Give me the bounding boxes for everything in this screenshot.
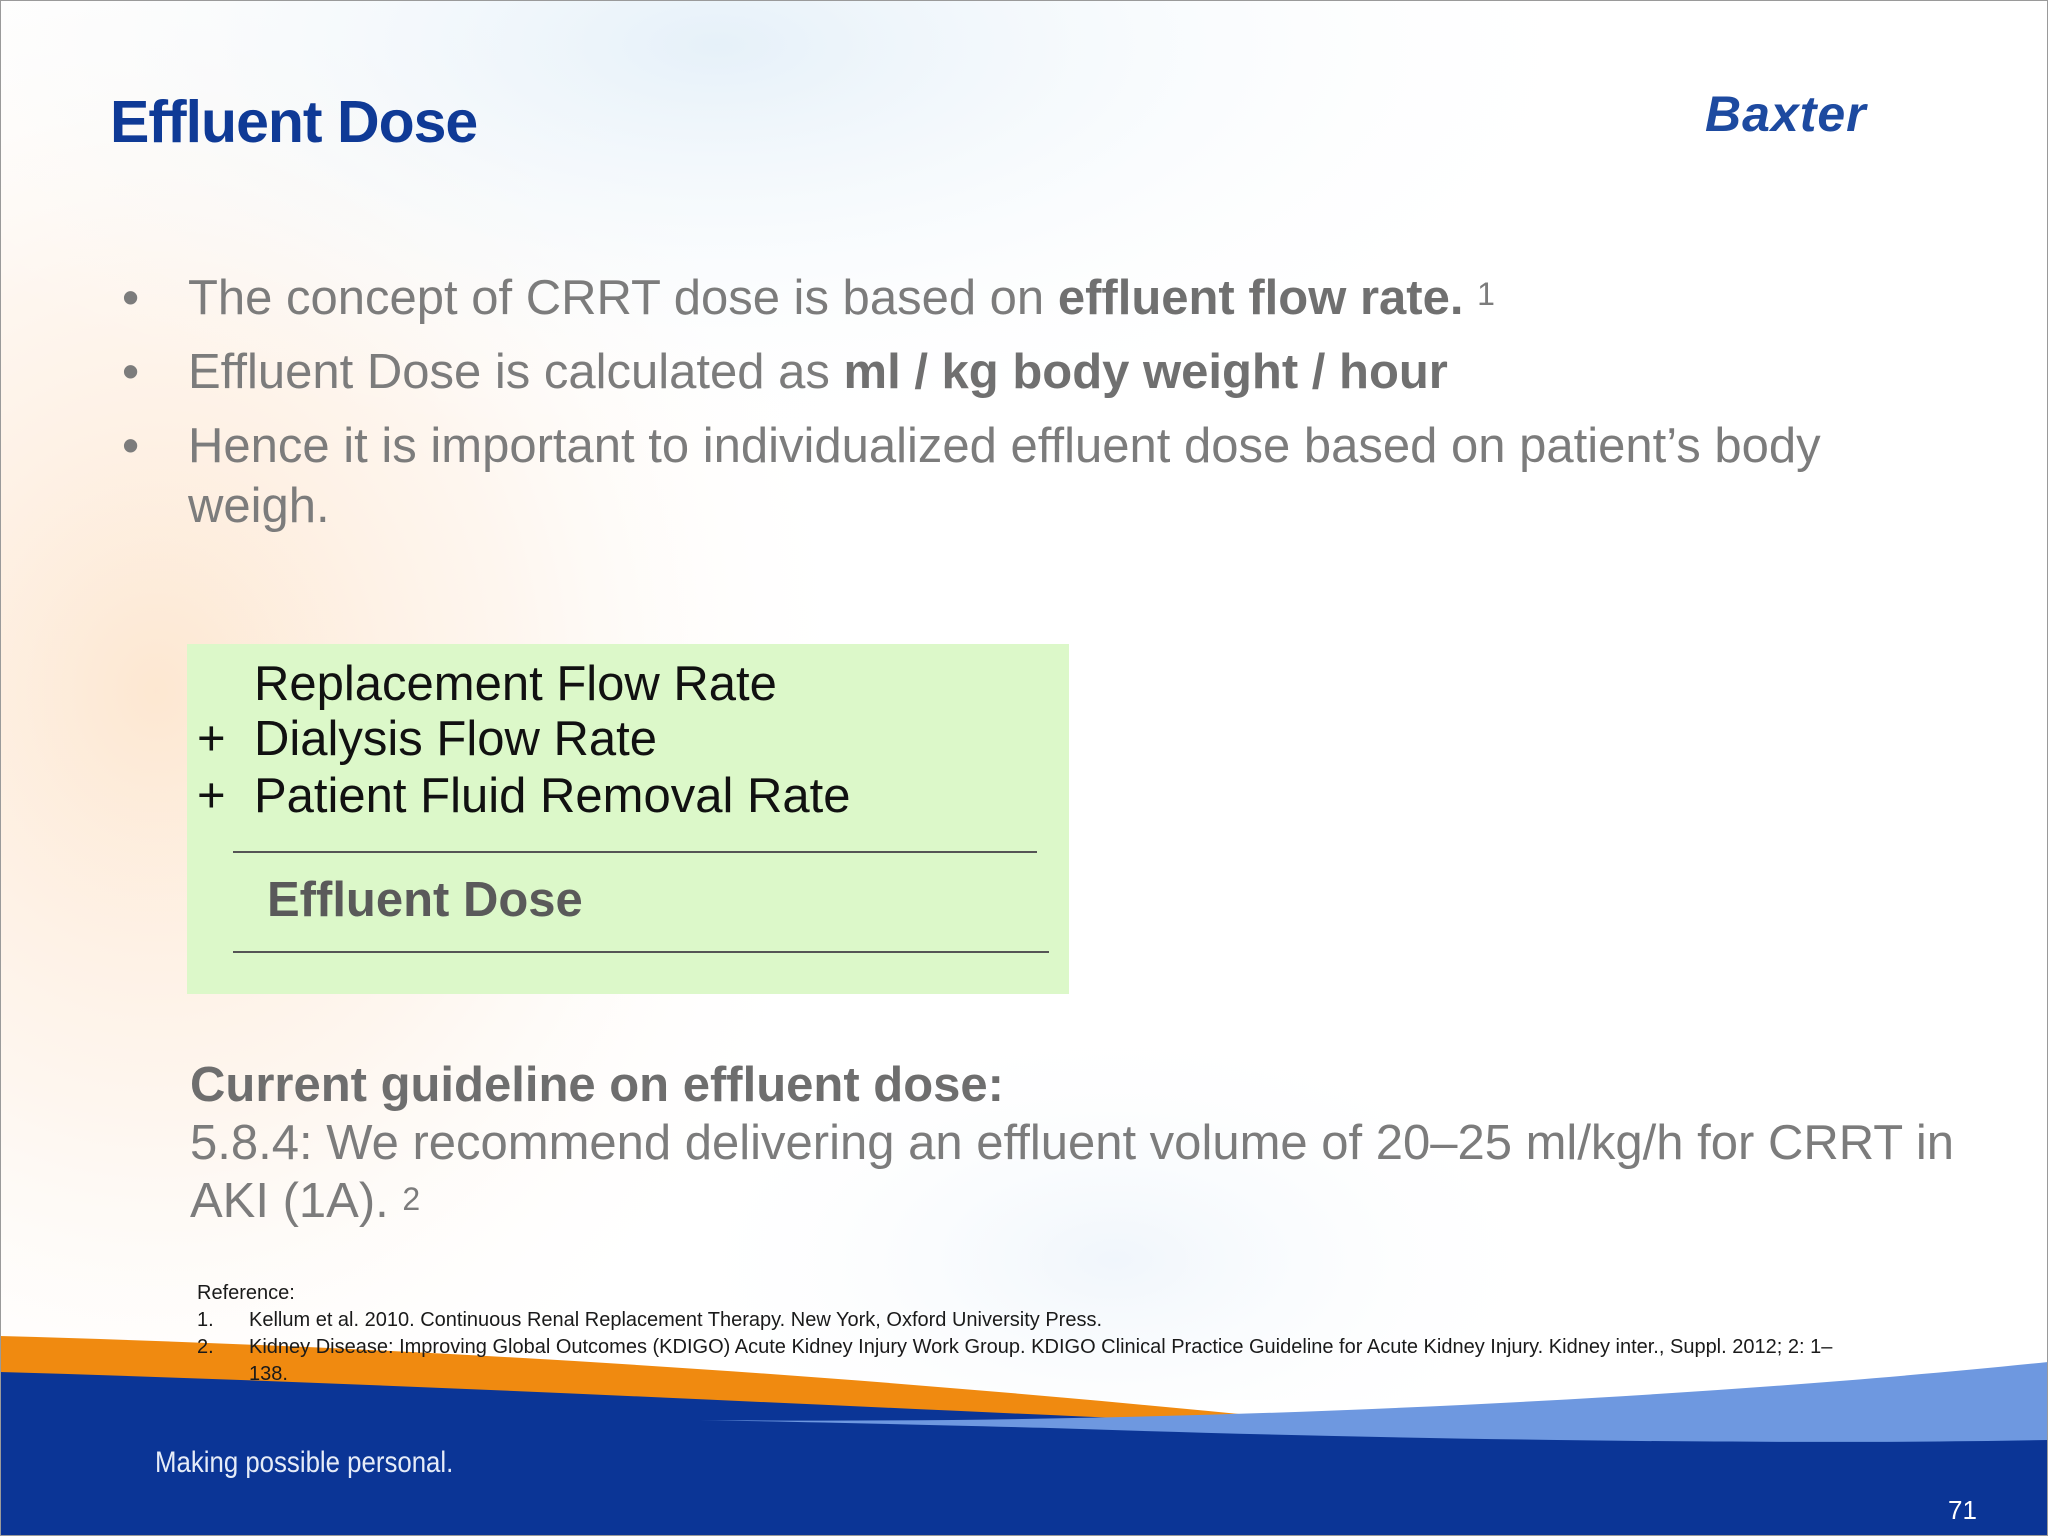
baxter-logo: Baxter xyxy=(1705,86,1867,142)
formula-result: Effluent Dose xyxy=(267,873,583,927)
citation-superscript: 2 xyxy=(402,1181,421,1217)
formula-divider xyxy=(233,851,1037,853)
formula-bottom-divider xyxy=(233,951,1049,953)
citation-superscript: 1 xyxy=(1477,276,1495,312)
bullet-item: Hence it is important to individualized … xyxy=(120,416,1920,536)
bullet-item: Effluent Dose is calculated as ml / kg b… xyxy=(120,342,1920,402)
slide-title: Effluent Dose xyxy=(110,89,478,155)
footer-blue-band xyxy=(0,1372,2048,1536)
guideline-section: Current guideline on effluent dose: 5.8.… xyxy=(190,1056,1990,1230)
references-label: Reference: xyxy=(197,1282,295,1304)
footer-light-blue-swoosh xyxy=(700,1362,2048,1442)
guideline-heading: Current guideline on effluent dose: xyxy=(190,1058,1004,1112)
formula-line: + Patient Fluid Removal Rate xyxy=(197,769,851,823)
guideline-text: 5.8.4: We recommend delivering an efflue… xyxy=(190,1116,1955,1228)
bullet-list: The concept of CRRT dose is based on eff… xyxy=(120,268,1920,550)
formula-line: Replacement Flow Rate xyxy=(254,657,777,711)
formula-line: + Dialysis Flow Rate xyxy=(197,712,657,766)
formula-box: Replacement Flow Rate + Dialysis Flow Rat… xyxy=(187,644,1069,994)
reference-item: 1. Kellum et al. 2010. Continuous Renal R… xyxy=(197,1309,1103,1331)
references: Reference: 1. Kellum et al. 2010. Continu… xyxy=(197,1280,1837,1388)
tagline: Making possible personal. xyxy=(155,1446,454,1479)
reference-item: 2. Kidney Disease: Improving Global Outco… xyxy=(197,1336,1833,1385)
page-number: 71 xyxy=(1948,1495,1977,1525)
bullet-item: The concept of CRRT dose is based on eff… xyxy=(120,268,1920,328)
